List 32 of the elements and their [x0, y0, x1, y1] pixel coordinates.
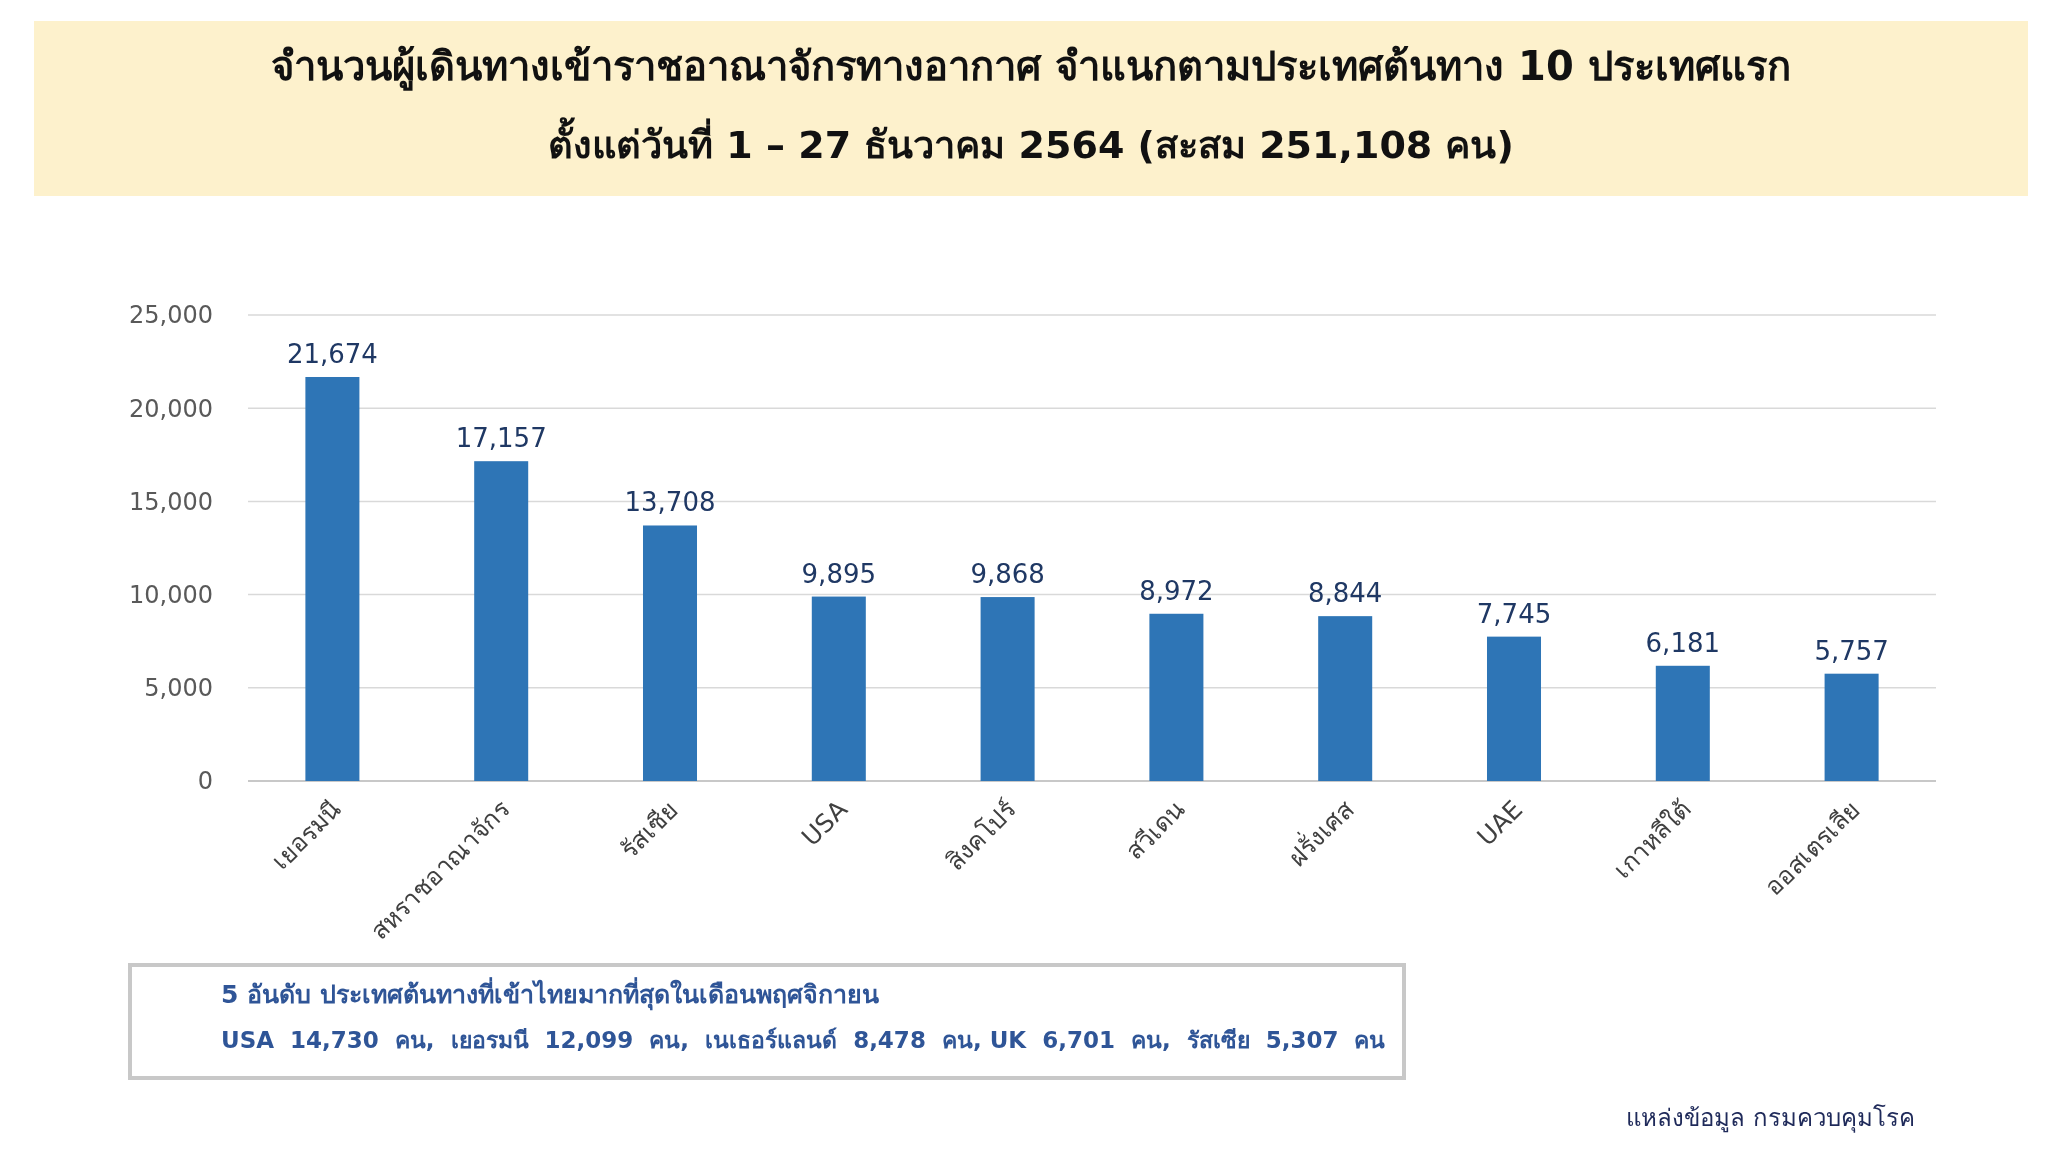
y-tick-label: 25,000 [129, 301, 213, 330]
bar [1824, 673, 1879, 781]
y-tick-label: 15,000 [129, 487, 213, 516]
data-label: 17,157 [455, 423, 547, 454]
y-tick-label: 5,000 [144, 674, 213, 703]
data-label: 9,868 [970, 559, 1045, 590]
bar [642, 525, 698, 781]
bar [811, 596, 866, 781]
bar [1655, 665, 1710, 781]
chart-title: จำนวนผู้เดินทางเข้าราชอาณาจักรทางอากาศ จำแนกตามประเทศต้นทาง 10 ประเทศแรก [271, 43, 1791, 91]
data-label: 13,708 [624, 487, 716, 518]
data-label: 5,757 [1814, 635, 1889, 666]
data-label: 6,181 [1645, 627, 1721, 658]
bar [1318, 616, 1373, 781]
y-tick-label: 10,000 [129, 581, 213, 609]
data-label: 9,895 [801, 558, 877, 589]
text: แหล่งข้อมูล กรมควบคุมโรค [1626, 1104, 1915, 1133]
bar [980, 597, 1035, 781]
y-tick-label: 0 [197, 767, 213, 796]
x-tick-label: USA [795, 794, 854, 852]
text: 5 อันดับ ประเทศต้นทางที่เข้าไทยมากที่สุดในเดือนพฤศจิกายน [221, 977, 879, 1011]
data-label: 7,745 [1476, 598, 1552, 629]
bar [1149, 613, 1204, 781]
bar [1486, 636, 1542, 781]
bar [305, 377, 360, 781]
bar [474, 461, 529, 781]
data-label: 8,972 [1139, 575, 1214, 606]
data-label: 21,674 [286, 339, 378, 369]
y-tick-label: 20,000 [129, 394, 213, 423]
chart-subtitle: ตั้งแต่วันที่ 1 – 27 ธันวาคม 2564 (สะสม 251,108 คน) [548, 117, 1514, 167]
text: USA 14,730 คน, เยอรมนี 12,099 คน, เนเธอร์แลนด์ 8,478 คน, UK 6,701 คน, รัสเซีย 5,307 คน [221, 1027, 1386, 1053]
data-label: 8,844 [1307, 578, 1383, 609]
